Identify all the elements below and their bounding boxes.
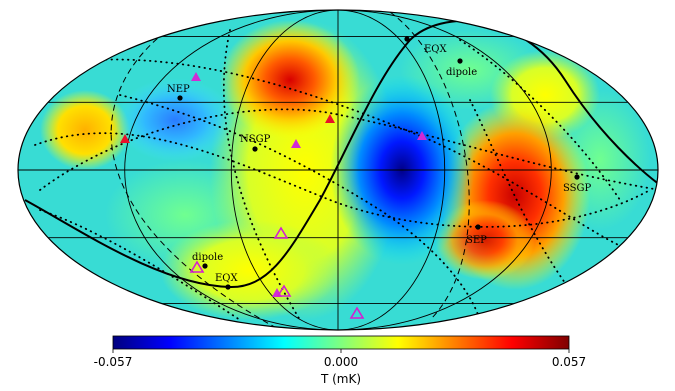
dipole-top-point: [457, 58, 463, 64]
colorbar-mid-label: 0.000: [324, 355, 358, 369]
label-nsgp: NSGP: [240, 134, 271, 145]
dipole-bottom-point: [202, 263, 208, 269]
label-dipole-top: dipole: [446, 67, 477, 78]
label-eqx-bottom: EQX: [215, 273, 238, 284]
nsgp-point: [252, 146, 258, 152]
ssgp-point: [574, 174, 580, 180]
thick-great-circle: [24, 19, 658, 289]
colorbar: -0.057 0.000 0.057 T (mK): [94, 335, 586, 386]
filled-magenta-triangle: [291, 139, 301, 148]
open-magenta-triangle: [276, 284, 292, 297]
filled-red-triangle: [325, 114, 335, 123]
eqx-bottom-point: [225, 284, 231, 290]
label-dipole-bottom: dipole: [192, 252, 223, 263]
colorbar-min-label: -0.057: [94, 355, 133, 369]
open-magenta-triangle: [349, 306, 365, 319]
colorbar-unit-label: T (mK): [320, 372, 361, 386]
label-ssgp: SSGP: [563, 183, 592, 194]
point-markers: [177, 36, 580, 290]
label-sep: SEP: [466, 235, 487, 246]
colorbar-gradient: [112, 335, 570, 350]
triangle-markers: [120, 72, 427, 319]
nep-point: [177, 95, 183, 101]
filled-magenta-triangle: [417, 131, 427, 140]
map-boundary: [17, 9, 659, 331]
map-labels: NEP EQX dipole NSGP SSGP SEP dipole EQX: [167, 44, 592, 284]
sep-point: [475, 224, 481, 230]
eqx-top-point: [404, 36, 410, 42]
dotted-circles: [34, 29, 658, 321]
label-nep: NEP: [167, 84, 190, 95]
filled-magenta-triangle: [191, 72, 201, 81]
filled-red-triangle: [120, 134, 130, 143]
label-eqx-top: EQX: [424, 44, 447, 55]
open-magenta-triangle: [189, 260, 205, 273]
open-magenta-triangle: [273, 226, 289, 239]
colorbar-max-label: 0.057: [552, 355, 586, 369]
